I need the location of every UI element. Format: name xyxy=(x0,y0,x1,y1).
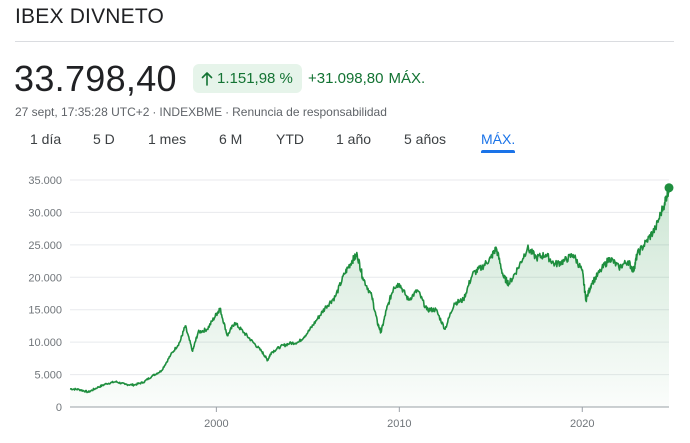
tab-5-years[interactable]: 5 años xyxy=(404,131,446,153)
tab-max[interactable]: MÁX. xyxy=(481,131,516,153)
active-tab-underline xyxy=(481,150,516,153)
y-tick-label: 30.000 xyxy=(28,207,62,219)
y-tick-label: 0 xyxy=(56,402,62,414)
tab-label: 5 años xyxy=(404,131,447,147)
tab-label: 5 D xyxy=(93,131,115,147)
price-series-line xyxy=(69,187,670,394)
price-area-fill xyxy=(70,187,669,407)
y-tick-label: 20.000 xyxy=(28,272,62,284)
y-tick-label: 25.000 xyxy=(28,240,62,252)
tab-label: MÁX. xyxy=(481,131,516,147)
y-tick-label: 35.000 xyxy=(28,175,62,187)
current-price: 33.798,40 xyxy=(14,58,177,99)
meta-separator: · xyxy=(152,105,157,119)
percent-change-value: 1.151,98 % xyxy=(217,70,293,87)
meta-separator: · xyxy=(225,105,230,119)
y-tick-label: 15.000 xyxy=(28,305,62,317)
x-tick-label: 2000 xyxy=(204,418,228,430)
percent-change-badge: 1.151,98 % xyxy=(193,64,302,93)
tab-1-day[interactable]: 1 día xyxy=(30,131,61,153)
tab-6-months[interactable]: 6 M xyxy=(219,131,242,153)
index-title: IBEX DIVNETO xyxy=(15,5,165,28)
tab-label: 6 M xyxy=(219,131,243,147)
price-chart[interactable]: 0 5.000 10.000 15.000 20.000 25.000 30.000 35.0… xyxy=(0,165,690,443)
absolute-change-value: +31.098,80 xyxy=(308,70,384,87)
tab-label: YTD xyxy=(276,131,304,147)
tab-ytd[interactable]: YTD xyxy=(276,131,304,153)
latest-price-point xyxy=(664,183,674,193)
tab-label: 1 año xyxy=(336,131,372,147)
absolute-change: +31.098,80 MÁX. xyxy=(308,70,425,87)
tab-1-month[interactable]: 1 mes xyxy=(148,131,186,153)
tab-5-days[interactable]: 5 D xyxy=(93,131,115,153)
tab-label: 1 día xyxy=(30,131,62,147)
arrow-up-icon xyxy=(201,71,213,86)
disclaimer-link[interactable]: Renuncia de responsabilidad xyxy=(232,105,387,119)
tab-label: 1 mes xyxy=(148,131,187,147)
x-tick-label: 2010 xyxy=(387,418,411,430)
timestamp: 27 sept, 17:35:28 UTC+2 xyxy=(15,105,150,119)
exchange-name: INDEXBME xyxy=(159,105,223,119)
tab-1-year[interactable]: 1 año xyxy=(336,131,371,153)
change-period: MÁX. xyxy=(388,70,426,87)
quote-meta: 27 sept, 17:35:28 UTC+2 · INDEXBME · Ren… xyxy=(15,105,387,119)
range-tabs: 1 día 5 D 1 mes 6 M YTD 1 año 5 años MÁX… xyxy=(15,131,535,157)
y-tick-label: 5.000 xyxy=(34,370,62,382)
x-tick-label: 2020 xyxy=(570,418,594,430)
header-divider xyxy=(15,41,674,42)
y-tick-label: 10.000 xyxy=(28,337,62,349)
